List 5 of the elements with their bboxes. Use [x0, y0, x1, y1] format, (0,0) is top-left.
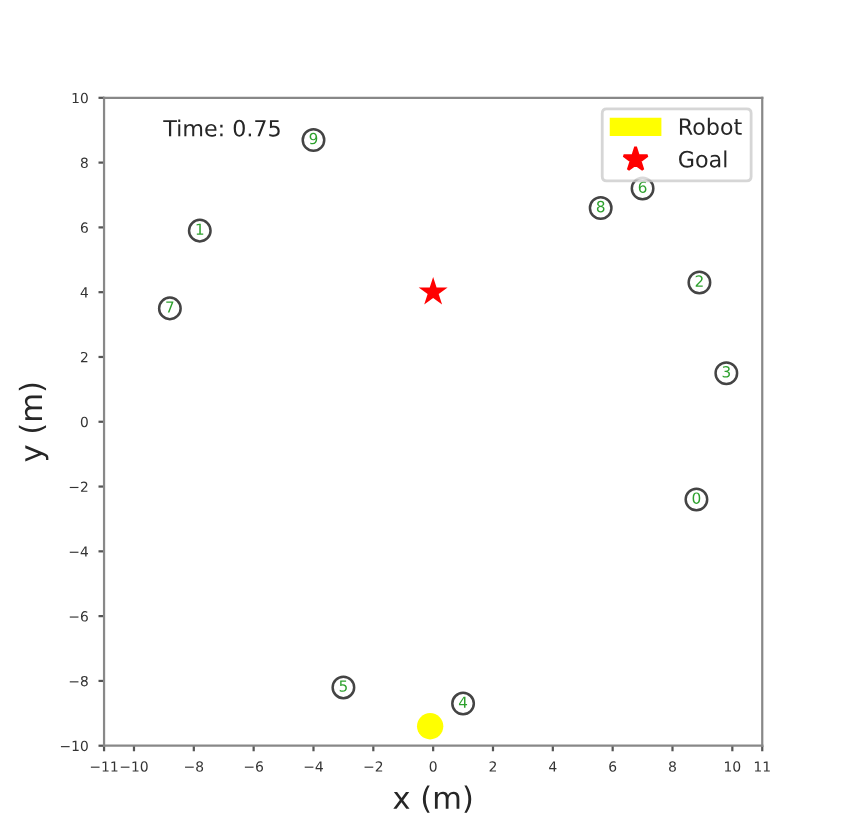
annotation: Time: 0.75	[163, 119, 280, 137]
legend-label: Robot	[679, 117, 742, 136]
x-axis-title: x (m)	[393, 785, 472, 813]
y-axis-title: y (m)	[18, 383, 49, 462]
legend-label: Goal	[679, 150, 727, 168]
